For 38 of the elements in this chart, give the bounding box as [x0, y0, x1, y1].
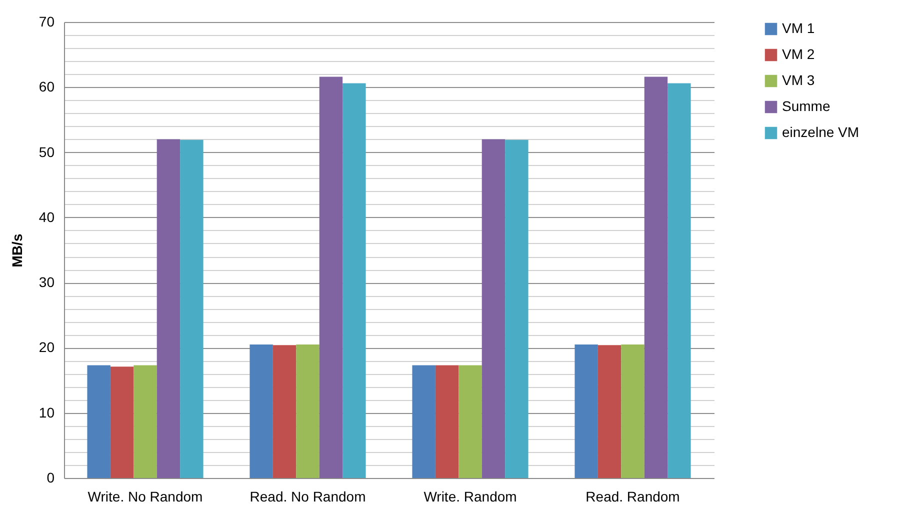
y-tick-label: 0 [46, 470, 55, 486]
bar [412, 365, 436, 478]
legend-label: Summe [782, 98, 830, 114]
bar [458, 365, 482, 478]
bar [319, 76, 343, 478]
bar [272, 345, 296, 478]
x-tick-label: Read. Random [586, 488, 680, 504]
legend-label: VM 2 [782, 46, 815, 62]
y-tick-label: 70 [38, 14, 55, 30]
y-tick-label: 30 [38, 274, 55, 290]
y-tick-label: 40 [38, 208, 55, 225]
x-tick-label: Write. No Random [88, 488, 203, 504]
y-axis-title: MB/s [8, 234, 25, 268]
legend-label: einzelne VM [782, 124, 860, 140]
bar [134, 365, 157, 478]
bar [296, 344, 320, 478]
legend-label: VM 1 [782, 20, 815, 36]
bar [621, 344, 644, 478]
bar [598, 345, 622, 478]
bar [644, 76, 668, 478]
legend-label: VM 3 [782, 72, 815, 88]
bar [482, 139, 506, 478]
y-tick-label: 10 [38, 404, 55, 420]
bar [505, 140, 528, 478]
bar [250, 344, 273, 478]
bar [435, 365, 459, 478]
bar [668, 83, 691, 478]
y-tick-label: 50 [38, 144, 55, 160]
y-tick-label: 20 [38, 339, 55, 356]
bar [180, 140, 204, 478]
x-tick-label: Write. Random [424, 488, 517, 504]
bar [110, 366, 134, 478]
bar [574, 344, 598, 478]
x-tick-label: Read. No Random [250, 488, 366, 504]
bar [87, 365, 110, 478]
bar [342, 83, 366, 478]
y-tick-label: 60 [38, 78, 55, 95]
bar [156, 139, 180, 478]
